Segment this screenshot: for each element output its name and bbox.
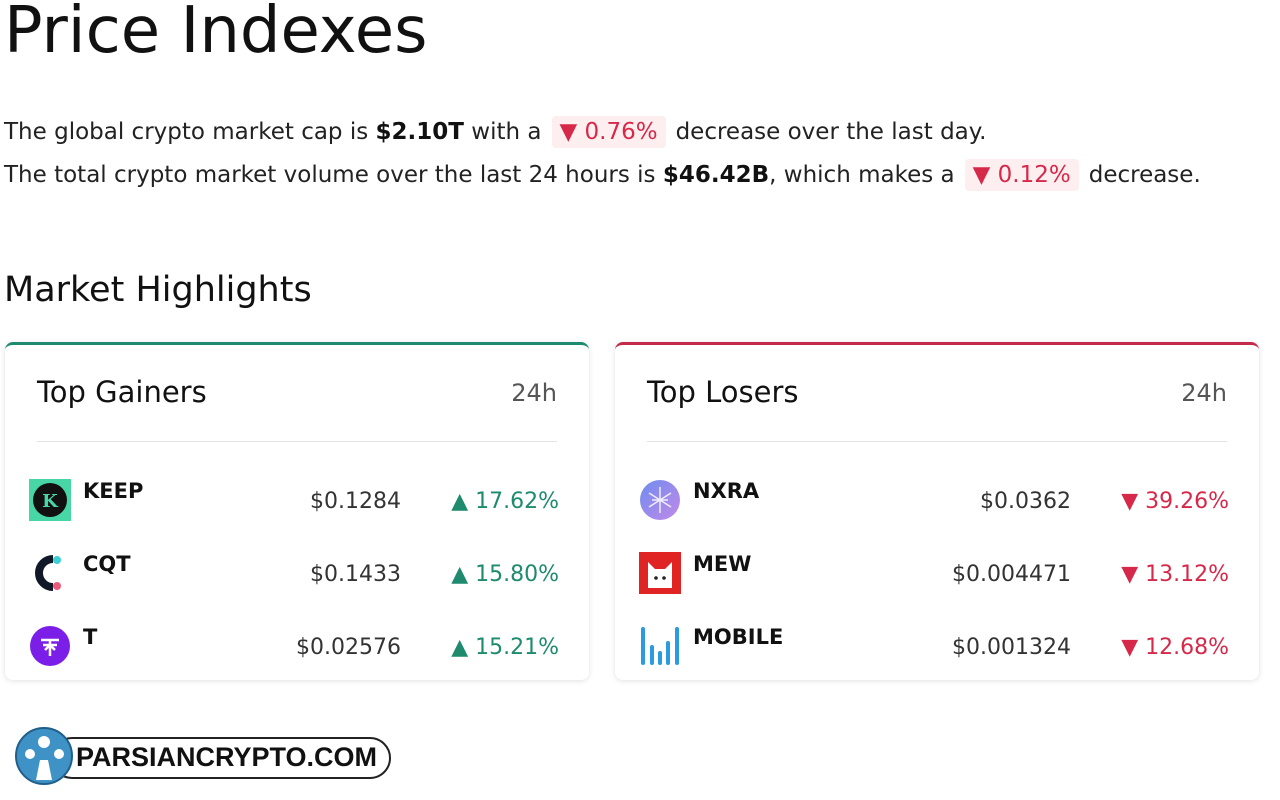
top-losers-card: Top Losers 24h NXRA $0.0362 ▼ 39.26% MEW… — [615, 342, 1259, 680]
card-title: Top Losers — [647, 375, 799, 409]
coin-symbol: T — [83, 625, 98, 649]
volume-change-badge: ▼ 0.12% — [964, 159, 1079, 191]
gainer-row[interactable]: CQT $0.1433 ▲ 15.80% — [29, 552, 559, 602]
period-label: 24h — [1181, 379, 1227, 407]
coin-symbol: MOBILE — [693, 625, 784, 649]
loser-row[interactable]: MEW $0.004471 ▼ 13.12% — [639, 552, 1229, 602]
svg-text:K: K — [42, 491, 59, 512]
coin-price: $0.1284 — [310, 489, 401, 514]
summary-text: decrease over the last day. — [675, 119, 987, 145]
market-cap-value: $2.10T — [375, 119, 464, 145]
threshold-logo-icon — [30, 626, 70, 666]
watermark-text: PARSIANCRYPTO.COM — [76, 742, 378, 772]
summary-text: The total crypto market volume over the … — [4, 162, 663, 188]
top-gainers-card: Top Gainers 24h K KEEP $0.1284 ▲ 17.62% … — [5, 342, 589, 680]
section-title: Market Highlights — [4, 270, 312, 310]
mew-logo-icon — [639, 552, 681, 594]
summary-text: The global crypto market cap is — [4, 119, 376, 145]
coin-change: ▲ 17.62% — [451, 489, 559, 514]
gainer-row[interactable]: K KEEP $0.1284 ▲ 17.62% — [29, 479, 559, 529]
coin-price: $0.001324 — [952, 635, 1071, 660]
coin-price: $0.0362 — [980, 489, 1071, 514]
coin-change: ▲ 15.21% — [451, 635, 559, 660]
loser-row[interactable]: NXRA $0.0362 ▼ 39.26% — [639, 479, 1229, 529]
volume-summary: The total crypto market volume over the … — [4, 159, 1201, 191]
divider — [647, 441, 1227, 442]
market-cap-change-badge: ▼ 0.76% — [551, 116, 666, 148]
nxra-logo-icon — [640, 480, 680, 520]
coin-change: ▼ 12.68% — [1121, 635, 1229, 660]
gainer-row[interactable]: T $0.02576 ▲ 15.21% — [29, 625, 559, 675]
parsiancrypto-logo-icon — [15, 727, 391, 785]
coin-price: $0.1433 — [310, 562, 401, 587]
card-title: Top Gainers — [37, 375, 207, 409]
summary-text: decrease. — [1088, 162, 1201, 188]
cqt-logo-icon — [35, 555, 61, 591]
watermark-logo: PARSIANCRYPTO.COM — [12, 724, 402, 792]
loser-row[interactable]: MOBILE $0.001324 ▼ 12.68% — [639, 625, 1229, 675]
coin-price: $0.02576 — [296, 635, 401, 660]
coin-change: ▲ 15.80% — [451, 562, 559, 587]
coin-change: ▼ 39.26% — [1121, 489, 1229, 514]
mobile-logo-icon — [641, 627, 679, 665]
coin-symbol: KEEP — [83, 479, 144, 503]
market-cap-summary: The global crypto market cap is $2.10T w… — [4, 116, 986, 148]
coin-symbol: MEW — [693, 552, 752, 576]
page-title: Price Indexes — [4, 0, 428, 68]
summary-text: with a — [463, 119, 542, 145]
coin-symbol: NXRA — [693, 479, 760, 503]
coin-symbol: CQT — [83, 552, 131, 576]
summary-text: , which makes a — [769, 162, 955, 188]
volume-value: $46.42B — [662, 162, 770, 188]
keep-logo-icon: K — [29, 479, 71, 521]
coin-change: ▼ 13.12% — [1121, 562, 1229, 587]
divider — [37, 441, 557, 442]
period-label: 24h — [511, 379, 557, 407]
coin-price: $0.004471 — [952, 562, 1071, 587]
